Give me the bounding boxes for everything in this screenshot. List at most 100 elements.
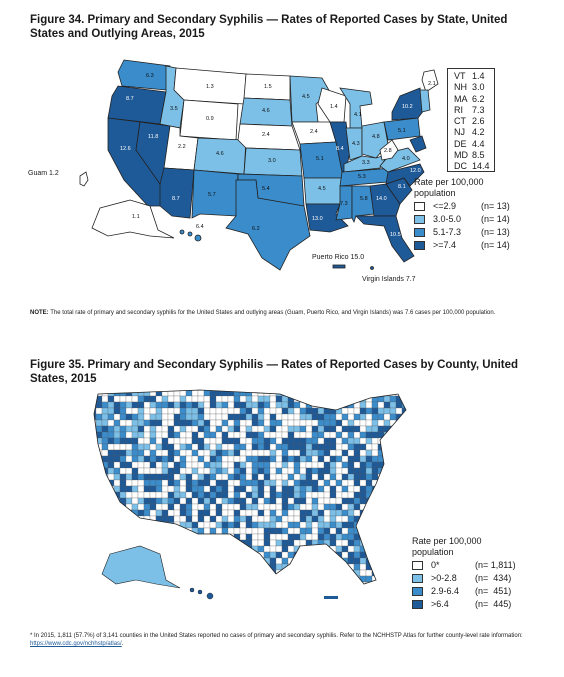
county-cell <box>107 449 115 457</box>
county-cell <box>311 473 319 481</box>
county-cell <box>269 443 277 451</box>
county-cell <box>167 473 175 481</box>
county-cell <box>119 395 127 403</box>
county-cell <box>119 485 127 493</box>
county-cell <box>329 557 337 565</box>
county-cell <box>179 461 187 469</box>
county-cell <box>329 425 337 433</box>
county-cell <box>275 533 283 541</box>
county-cell <box>149 431 157 439</box>
county-cell <box>347 509 355 517</box>
atlas-link[interactable]: https://www.cdc.gov/nchhstp/atlas/ <box>30 641 122 647</box>
county-cell <box>113 413 121 421</box>
county-cell <box>395 485 403 493</box>
county-cell <box>371 533 379 541</box>
ne-rate: 14.4 <box>472 161 490 172</box>
county-cell <box>167 575 175 583</box>
county-cell <box>215 425 223 433</box>
county-cell <box>341 527 349 535</box>
county-cell <box>101 407 109 415</box>
county-cell <box>383 449 391 457</box>
county-cell <box>401 503 406 511</box>
county-cell <box>95 521 103 529</box>
county-cell <box>305 533 313 541</box>
county-cell <box>203 569 211 577</box>
county-cell <box>119 455 127 463</box>
county-cell <box>293 527 301 535</box>
county-cell <box>263 581 271 584</box>
county-cell <box>191 401 199 409</box>
county-cell <box>149 449 157 457</box>
county-cell <box>365 425 373 433</box>
county-cell <box>311 551 319 559</box>
county-cell <box>341 491 349 499</box>
county-cell <box>119 390 127 391</box>
county-cell <box>179 491 187 499</box>
county-cell <box>251 527 259 535</box>
county-cell <box>317 390 325 391</box>
county-cell <box>371 581 379 584</box>
county-cell <box>131 449 139 457</box>
county-cell <box>275 419 283 427</box>
county-cell <box>395 449 403 457</box>
county-cell <box>167 407 175 415</box>
county-cell <box>227 563 235 571</box>
county-cell <box>389 437 397 445</box>
county-cell <box>347 461 355 469</box>
county-cell <box>191 431 199 439</box>
county-cell <box>149 425 157 433</box>
county-cell <box>341 539 349 547</box>
county-cell <box>311 395 319 403</box>
state-PA <box>383 117 421 141</box>
county-cell <box>203 455 211 463</box>
county-cell <box>94 461 97 469</box>
state-NM <box>191 169 239 219</box>
county-legend: Rate per 100,000 population 0* (n= 1,811)… <box>412 536 516 610</box>
county-cell <box>365 449 373 457</box>
county-cell <box>317 461 325 469</box>
ne-state: MD <box>454 150 468 161</box>
county-cell <box>305 581 313 584</box>
county-cell <box>335 455 343 463</box>
county-cell <box>215 485 223 493</box>
county-cell <box>215 539 223 547</box>
county-cell <box>299 581 307 584</box>
county-cell <box>107 461 115 469</box>
county-cell <box>347 515 355 523</box>
county-cell <box>377 503 385 511</box>
county-cell <box>125 533 133 541</box>
county-cell <box>365 443 373 451</box>
county-cell <box>137 461 145 469</box>
county-cell <box>317 497 325 505</box>
county-cell <box>101 509 109 517</box>
county-cell <box>95 419 103 427</box>
county-cell <box>239 401 247 409</box>
county-cell <box>143 479 151 487</box>
county-cell <box>395 467 403 475</box>
county-cell <box>221 419 229 427</box>
county-cell <box>251 563 259 571</box>
county-cell <box>161 509 169 517</box>
county-cell <box>155 390 163 397</box>
county-cell <box>293 569 301 577</box>
county-cell <box>317 521 325 529</box>
county-cell <box>257 431 265 439</box>
county-cell <box>401 413 406 421</box>
county-cell <box>353 575 361 583</box>
county-cell <box>137 419 145 427</box>
county-cell <box>305 473 313 481</box>
northeast-rates-box: VT 1.4 NH 3.0 MA 6.2 RI 7.3 CT 2.6 NJ 4.2 DE 4.4 MD 8.5… <box>447 68 495 172</box>
county-cell <box>107 581 115 584</box>
county-cell <box>401 539 406 547</box>
county-cell <box>113 539 121 547</box>
county-cell <box>95 581 103 584</box>
county-cell <box>155 419 163 427</box>
county-cell <box>347 575 355 583</box>
county-cell <box>149 467 157 475</box>
county-cell <box>401 473 406 481</box>
county-cell <box>371 473 379 481</box>
county-cell <box>155 425 163 433</box>
county-cell <box>395 401 403 409</box>
county-cell <box>227 569 235 577</box>
county-cell <box>185 491 193 499</box>
